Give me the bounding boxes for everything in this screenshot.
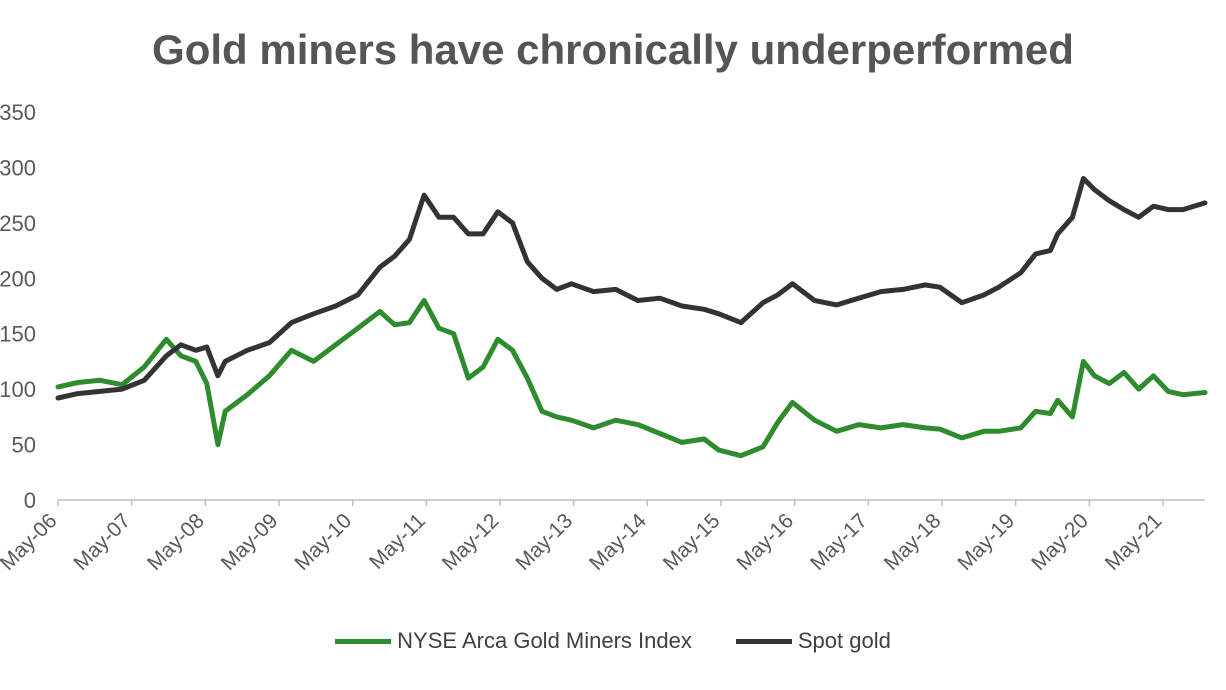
y-tick-label: 0 (24, 488, 36, 513)
legend-label-miners: NYSE Arca Gold Miners Index (397, 628, 692, 653)
x-tick-label: May-17 (806, 509, 872, 575)
y-tick-label: 250 (0, 211, 36, 236)
x-tick-label: May-10 (290, 509, 356, 575)
series-layer (55, 176, 1208, 459)
x-tick-label: May-18 (880, 509, 946, 575)
x-tick-label: May-19 (953, 509, 1019, 575)
legend-item-spot-gold: Spot gold (735, 628, 891, 654)
y-tick-label: 200 (0, 266, 36, 291)
legend-label-spot-gold: Spot gold (797, 628, 891, 653)
y-tick-label: 150 (0, 322, 36, 347)
x-tick-label: May-16 (732, 509, 798, 575)
x-tick-label: May-07 (69, 509, 135, 575)
legend: NYSE Arca Gold Miners Index Spot gold (0, 628, 1226, 654)
x-tick-label: May-08 (143, 509, 209, 575)
chart-title: Gold miners have chronically underperfor… (152, 26, 1074, 73)
x-tick-label: May-15 (659, 509, 725, 575)
x-axis: May-06 May-07 May-08 May-09 May-10 May-11 May-… (0, 500, 1167, 575)
x-tick-label: May-11 (365, 509, 430, 574)
x-tick-label: May-06 (0, 509, 62, 575)
y-tick-label: 50 (12, 433, 36, 458)
y-tick-label: 350 (0, 100, 36, 125)
x-tick-label: May-13 (511, 509, 577, 575)
legend-swatch-spot-gold (735, 638, 792, 644)
series-line-miners (55, 298, 1208, 459)
legend-swatch-miners (335, 638, 392, 644)
x-tick-label: May-12 (438, 509, 504, 575)
y-axis: 0 50 100 150 200 250 300 350 (0, 100, 36, 513)
series-line-spot-gold (55, 176, 1208, 401)
x-tick-label: May-14 (585, 509, 651, 575)
x-tick-label: May-09 (217, 509, 283, 575)
x-tick-label: May-20 (1027, 509, 1093, 575)
legend-item-miners: NYSE Arca Gold Miners Index (335, 628, 692, 654)
line-chart: 0 50 100 150 200 250 300 350 May-06 May-07 May-08… (0, 100, 1208, 575)
y-tick-label: 100 (0, 377, 36, 402)
x-tick-label: May-21 (1101, 509, 1167, 575)
y-tick-label: 300 (0, 155, 36, 180)
